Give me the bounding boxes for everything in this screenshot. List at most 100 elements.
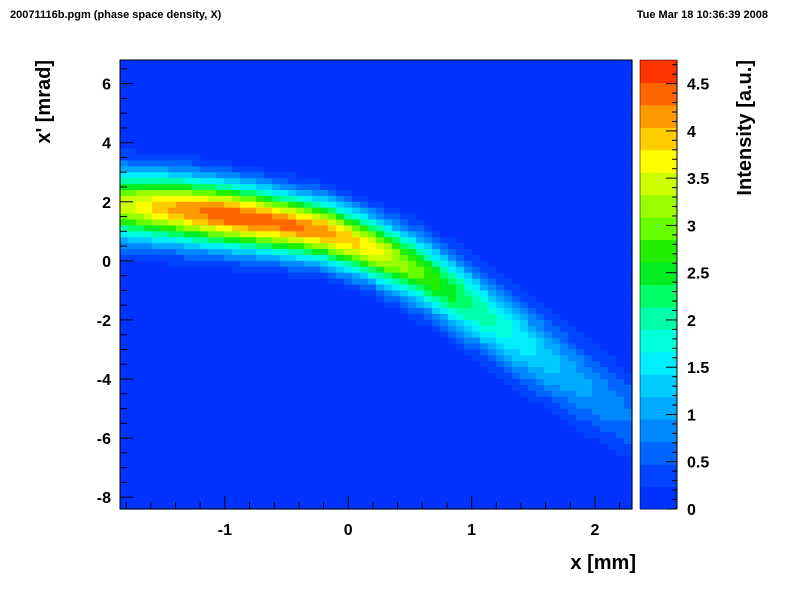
heatmap-cell bbox=[504, 237, 513, 244]
heatmap-cell bbox=[128, 219, 137, 227]
heatmap-cell bbox=[536, 438, 545, 445]
heatmap-cell bbox=[184, 249, 193, 256]
heatmap-cell bbox=[400, 95, 409, 102]
heatmap-cell bbox=[536, 119, 545, 126]
heatmap-cell bbox=[232, 373, 241, 380]
heatmap-cell bbox=[240, 178, 249, 185]
heatmap-cell bbox=[392, 225, 401, 232]
heatmap-cell bbox=[224, 367, 233, 374]
heatmap-cell bbox=[592, 166, 601, 173]
heatmap-cell bbox=[352, 349, 361, 356]
heatmap-cell bbox=[376, 355, 385, 362]
heatmap-cell bbox=[344, 284, 353, 292]
heatmap-cell bbox=[216, 225, 225, 232]
heatmap-cell bbox=[168, 373, 177, 380]
heatmap-cell bbox=[560, 491, 569, 498]
heatmap-cell bbox=[320, 95, 329, 102]
heatmap-cell bbox=[432, 497, 441, 504]
heatmap-cell bbox=[576, 254, 585, 262]
heatmap-cell bbox=[464, 89, 473, 97]
heatmap-cell bbox=[304, 148, 313, 156]
heatmap-cell bbox=[592, 219, 601, 227]
heatmap-cell bbox=[152, 503, 161, 510]
heatmap-cell bbox=[536, 355, 545, 362]
heatmap-cell bbox=[568, 154, 577, 162]
heatmap-cell bbox=[520, 343, 529, 351]
heatmap-cell bbox=[408, 243, 417, 250]
heatmap-cell bbox=[432, 189, 441, 197]
heatmap-cell bbox=[608, 207, 617, 215]
heatmap-cell bbox=[184, 420, 193, 427]
heatmap-cell bbox=[232, 101, 241, 108]
heatmap-cell bbox=[264, 278, 273, 286]
heatmap-cell bbox=[136, 331, 145, 339]
heatmap-cell bbox=[232, 124, 241, 132]
heatmap-cell bbox=[512, 361, 521, 368]
heatmap-cell bbox=[512, 225, 521, 232]
heatmap-cell bbox=[208, 432, 217, 439]
heatmap-cell bbox=[584, 503, 593, 510]
heatmap-cell bbox=[296, 184, 305, 191]
heatmap-cell bbox=[560, 343, 569, 351]
heatmap-cell bbox=[624, 473, 633, 481]
heatmap-cell bbox=[288, 213, 297, 221]
heatmap-cell bbox=[600, 420, 609, 427]
heatmap-cell bbox=[528, 449, 537, 457]
heatmap-cell bbox=[448, 136, 457, 144]
heatmap-cell bbox=[416, 355, 425, 362]
heatmap-cell bbox=[296, 189, 305, 197]
heatmap-cell bbox=[264, 467, 273, 475]
heatmap-cell bbox=[120, 77, 129, 85]
heatmap-cell bbox=[416, 349, 425, 356]
heatmap-cell bbox=[136, 455, 145, 463]
heatmap-cell bbox=[168, 284, 177, 292]
heatmap-cell bbox=[312, 213, 321, 221]
heatmap-cell bbox=[584, 219, 593, 227]
heatmap-cell bbox=[424, 160, 433, 167]
heatmap-cell bbox=[248, 384, 257, 392]
heatmap-cell bbox=[512, 207, 521, 215]
heatmap-cell bbox=[368, 219, 377, 227]
heatmap-cell bbox=[280, 142, 289, 150]
heatmap-cell bbox=[552, 243, 561, 250]
heatmap-cell bbox=[496, 166, 505, 173]
heatmap-cell bbox=[152, 479, 161, 486]
heatmap-cell bbox=[544, 331, 553, 339]
heatmap-cell bbox=[168, 237, 177, 244]
heatmap-cell bbox=[592, 65, 601, 73]
heatmap-cell bbox=[424, 284, 433, 292]
heatmap-cell bbox=[144, 491, 153, 498]
heatmap-cell bbox=[328, 485, 337, 492]
heatmap-cell bbox=[568, 260, 577, 268]
heatmap-cell bbox=[392, 71, 401, 79]
heatmap-cell bbox=[448, 284, 457, 292]
heatmap-cell bbox=[600, 426, 609, 433]
heatmap-cell bbox=[472, 367, 481, 374]
heatmap-cell bbox=[232, 249, 241, 256]
heatmap-cell bbox=[368, 101, 377, 108]
heatmap-cell bbox=[384, 136, 393, 144]
heatmap-cell bbox=[536, 461, 545, 469]
heatmap-cell bbox=[400, 136, 409, 144]
heatmap-cell bbox=[576, 71, 585, 79]
heatmap-cell bbox=[152, 60, 161, 67]
heatmap-cell bbox=[608, 331, 617, 339]
heatmap-cell bbox=[216, 449, 225, 457]
heatmap-cell bbox=[456, 225, 465, 232]
heatmap-cell bbox=[536, 231, 545, 238]
heatmap-cell bbox=[128, 449, 137, 457]
heatmap-cell bbox=[224, 148, 233, 156]
heatmap-cell bbox=[480, 254, 489, 262]
heatmap-cell bbox=[616, 101, 625, 108]
heatmap-cell bbox=[504, 467, 513, 475]
heatmap-cell bbox=[472, 331, 481, 339]
colorbar-band bbox=[640, 351, 677, 375]
heatmap-cell bbox=[488, 402, 497, 410]
heatmap-cell bbox=[544, 254, 553, 262]
heatmap-cell bbox=[608, 231, 617, 238]
heatmap-cell bbox=[600, 231, 609, 238]
heatmap-cell bbox=[568, 390, 577, 398]
heatmap-cell bbox=[584, 473, 593, 481]
heatmap-cell bbox=[424, 71, 433, 79]
heatmap-cell bbox=[480, 420, 489, 427]
